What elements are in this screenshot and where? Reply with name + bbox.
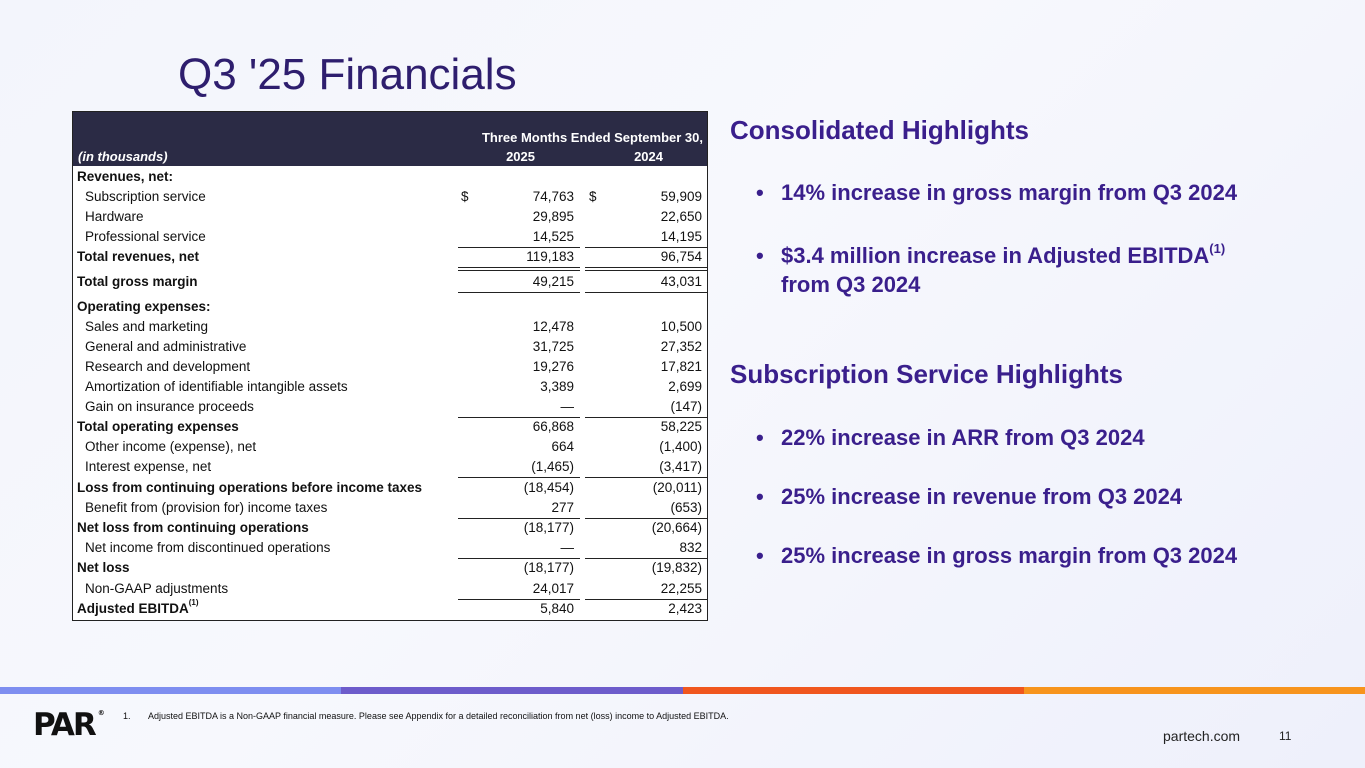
- table-row: Sales and marketing 12,478 10,500: [85, 319, 702, 334]
- footnote: 1. Adjusted EBITDA is a Non-GAAP financia…: [123, 711, 729, 721]
- subtotal-rule: [458, 477, 580, 478]
- bullet-dot: •: [756, 243, 764, 268]
- footer-stripe: [683, 687, 1024, 694]
- table-row: Gain on insurance proceeds — (147): [85, 399, 702, 414]
- subtotal-rule: [458, 417, 580, 418]
- period-header: Three Months Ended September 30,: [481, 130, 703, 145]
- table-row: Professional service 14,525 14,195: [85, 229, 702, 244]
- table-row: Adjusted EBITDA(1) 5,840 2,423: [77, 598, 702, 617]
- page-title: Q3 '25 Financials: [178, 50, 517, 99]
- subtotal-rule: [585, 518, 707, 519]
- subtotal-rule: [458, 292, 580, 293]
- table-row: Revenues, net:: [77, 169, 174, 184]
- bullet-dot: •: [756, 484, 764, 509]
- table-row: Total gross margin 49,215 43,031: [77, 274, 702, 289]
- subtotal-rule: [458, 518, 580, 519]
- subtotal-rule: [458, 599, 580, 600]
- subtotal-rule: [585, 477, 707, 478]
- page-number: 11: [1279, 729, 1292, 743]
- subtotal-rule: [585, 417, 707, 418]
- table-row: Net loss from continuing operations (18,…: [77, 520, 702, 535]
- par-logo: PAR ®: [33, 707, 105, 743]
- subtotal-rule: [458, 247, 580, 248]
- table-row: Other income (expense), net 664 (1,400): [85, 439, 702, 454]
- website-label: partech.com: [1163, 728, 1241, 744]
- currency-symbol: $: [461, 189, 469, 204]
- subscription-highlights-heading: Subscription Service Highlights: [730, 359, 1123, 389]
- footer-stripe: [1024, 687, 1365, 694]
- table-row: Amortization of identifiable intangible …: [85, 379, 702, 394]
- subtotal-rule: [585, 292, 707, 293]
- year-2024-header: 2024: [634, 149, 663, 164]
- table-row: Loss from continuing operations before i…: [77, 480, 702, 495]
- bullet-dot: •: [756, 543, 764, 568]
- unit-label: (in thousands): [78, 149, 168, 164]
- subtotal-rule: [585, 599, 707, 600]
- table-header: Three Months Ended September 30, (in tho…: [73, 112, 707, 166]
- table-row: Subscription service $ 74,763 $ 59,909: [73, 187, 707, 207]
- table-row: Hardware 29,895 22,650: [85, 209, 702, 224]
- table-row: Net loss (18,177) (19,832): [77, 560, 702, 575]
- year-2025-header: 2025: [506, 149, 535, 164]
- table-row: General and administrative 31,725 27,352: [85, 339, 702, 354]
- table-row: Operating expenses:: [77, 299, 211, 314]
- consolidated-highlights-heading: Consolidated Highlights: [730, 115, 1029, 145]
- currency-symbol: $: [589, 189, 597, 204]
- table-row: Non-GAAP adjustments 24,017 22,255: [85, 581, 702, 596]
- table-row: Research and development 19,276 17,821: [85, 359, 702, 374]
- double-rule: [585, 267, 707, 271]
- table-row: Benefit from (provision for) income taxe…: [85, 500, 702, 515]
- footer-stripe: [341, 687, 683, 694]
- bullet-dot: •: [756, 425, 764, 450]
- financial-table: Three Months Ended September 30, (in tho…: [72, 111, 708, 621]
- subtotal-rule: [458, 558, 580, 559]
- table-row: Interest expense, net (1,465) (3,417): [85, 459, 702, 474]
- table-row: Total operating expenses 66,868 58,225: [77, 419, 702, 434]
- subtotal-rule: [585, 558, 707, 559]
- double-rule: [458, 267, 580, 271]
- table-row: Net income from discontinued operations …: [85, 540, 702, 555]
- footer-stripe: [0, 687, 341, 694]
- bullet-dot: •: [756, 180, 764, 205]
- subtotal-rule: [585, 247, 707, 248]
- table-row: Total revenues, net 119,183 96,754: [77, 249, 702, 264]
